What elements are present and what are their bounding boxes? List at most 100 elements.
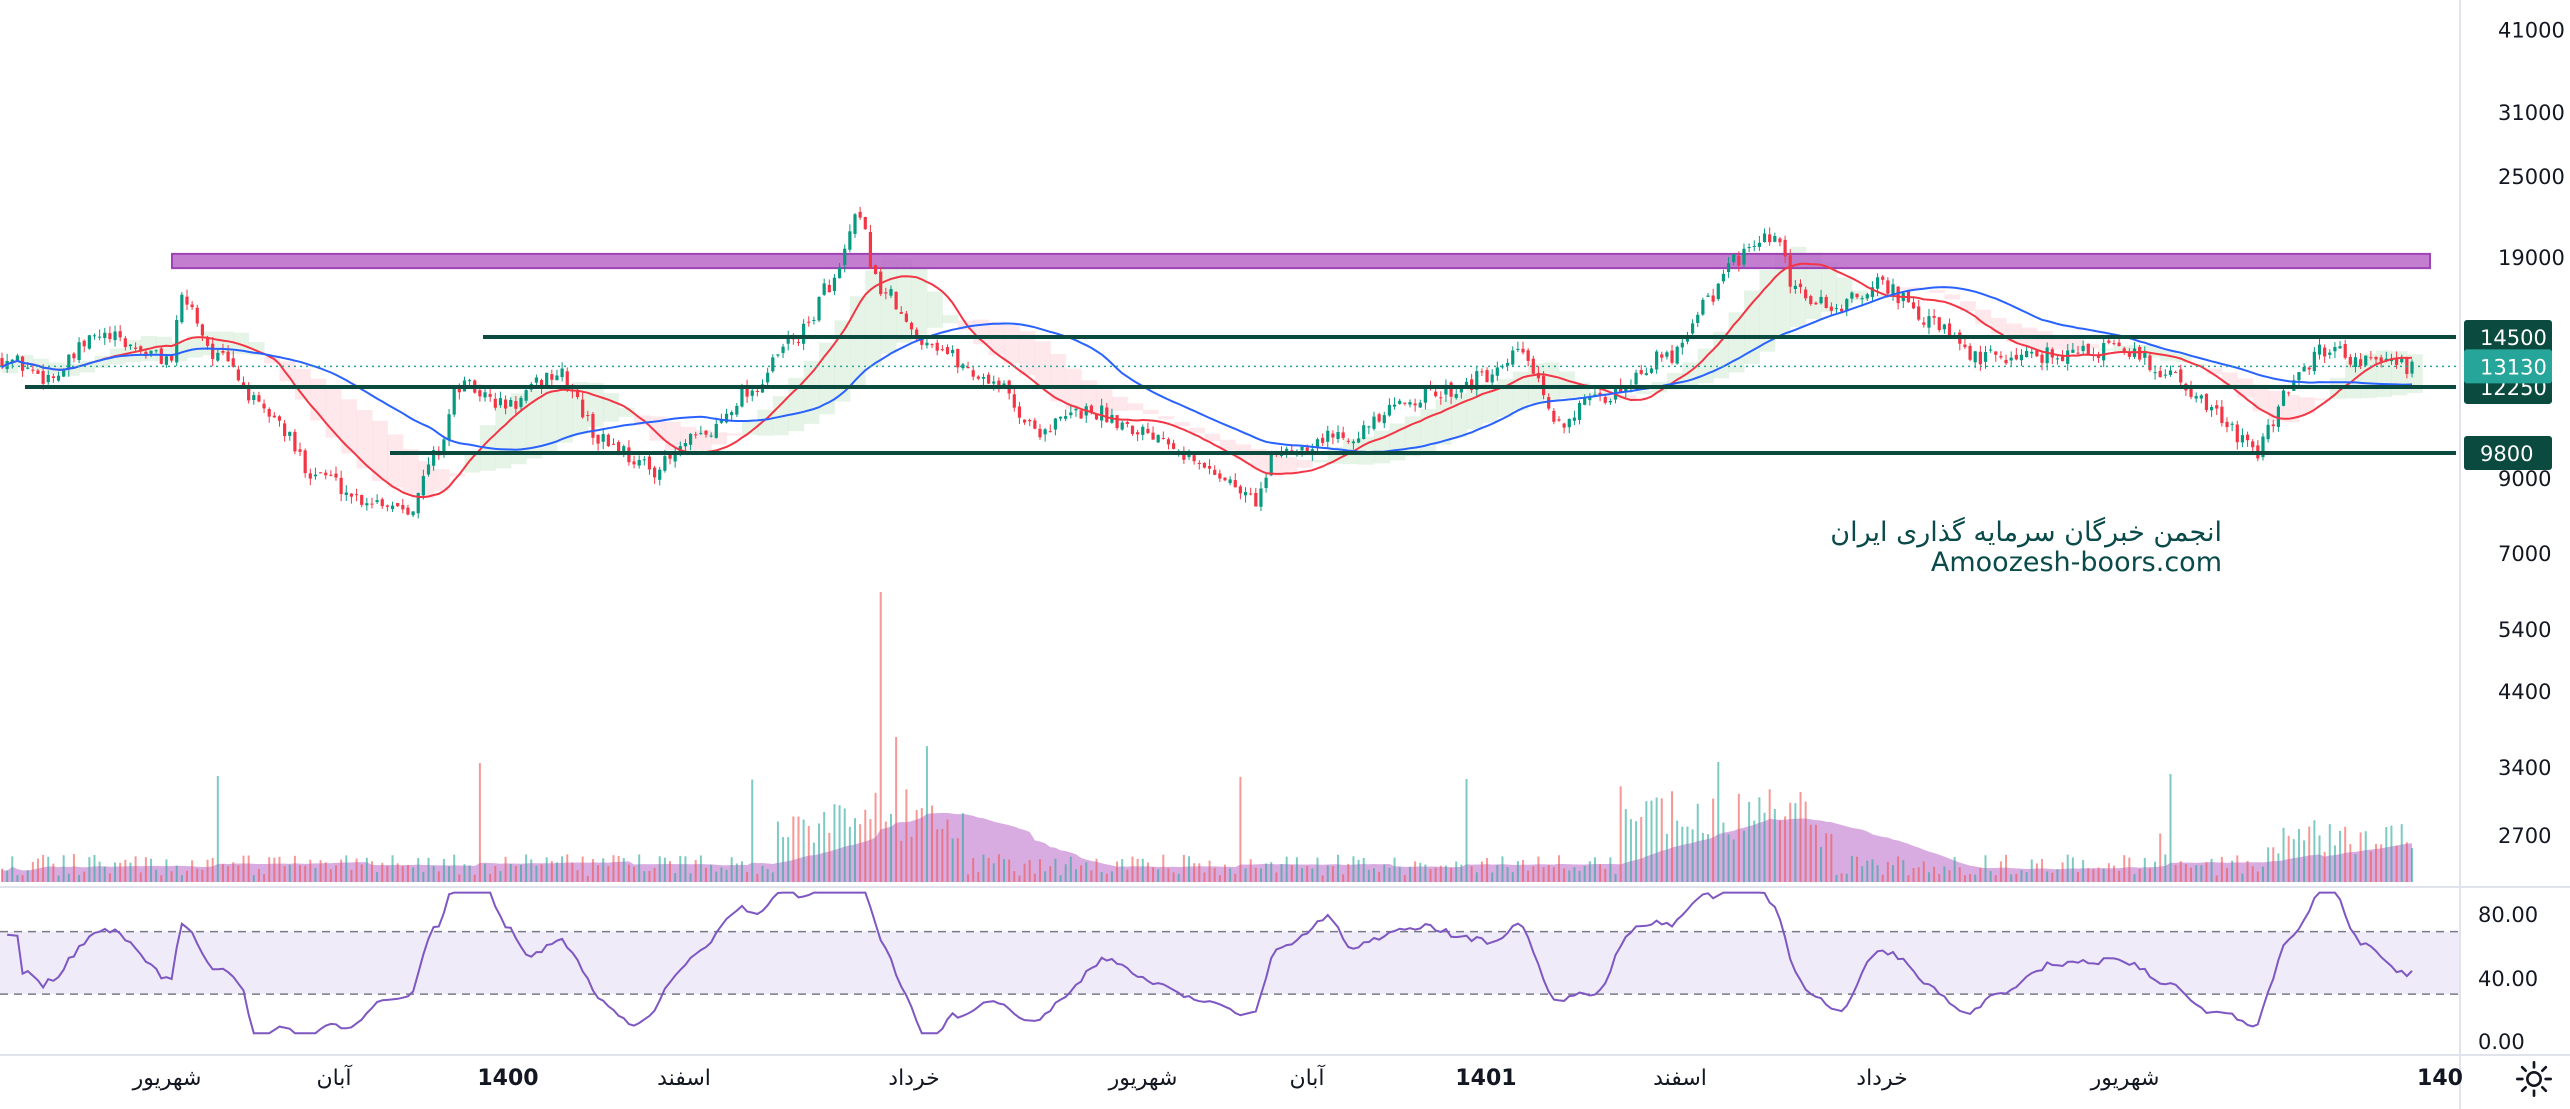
volume-bar — [88, 857, 91, 882]
candle — [827, 279, 831, 293]
candle — [87, 335, 91, 350]
volume-bar — [21, 875, 24, 882]
cloud-segment — [726, 433, 743, 436]
candle — [683, 439, 688, 452]
ma-line-fast — [1, 262, 2413, 499]
cloud-segment — [325, 389, 342, 438]
volume-bar — [2349, 844, 2352, 882]
volume-bar — [1768, 789, 1771, 882]
candle — [1074, 408, 1078, 417]
price-tick-label: 4400 — [2498, 680, 2551, 704]
time-tick-label: شهریور — [2090, 1066, 2160, 1091]
volume-bar — [2030, 859, 2033, 882]
candle — [2153, 366, 2157, 380]
candle — [1233, 473, 1237, 488]
candle — [1721, 269, 1726, 284]
volume-bar — [1223, 864, 1226, 882]
candle — [1511, 346, 1515, 367]
volume-bar — [1357, 859, 1360, 882]
candle — [601, 428, 605, 450]
volume-histogram — [1, 592, 2413, 882]
candle — [1896, 286, 1900, 310]
cloud-segment — [387, 434, 404, 488]
volume-bar — [2220, 856, 2223, 882]
candle — [1017, 401, 1022, 425]
volume-bar — [1249, 859, 1252, 882]
volume-bar — [406, 865, 409, 882]
volume-bar — [386, 865, 389, 882]
cloud-segment — [926, 291, 943, 328]
candle — [2019, 349, 2024, 366]
volume-bar — [2025, 872, 2028, 882]
volume-bar — [776, 821, 779, 882]
volume-bar — [740, 861, 743, 882]
volume-bar — [201, 869, 204, 882]
cloud-segment — [741, 421, 758, 435]
volume-bar — [1624, 809, 1627, 882]
candle — [1901, 291, 1905, 309]
candle — [1495, 361, 1499, 381]
volume-bar — [26, 870, 29, 882]
volume-bar — [1871, 859, 1874, 882]
volume-bar — [1388, 867, 1391, 882]
volume-bar — [1568, 870, 1571, 882]
cloud-segment — [2083, 344, 2100, 349]
volume-bar — [1732, 839, 1735, 882]
volume-bar — [550, 861, 553, 882]
volume-bar — [437, 871, 440, 882]
volume-bar — [324, 862, 327, 882]
candle — [1762, 228, 1767, 243]
volume-bar — [478, 763, 481, 882]
candle — [1223, 477, 1227, 482]
volume-bar — [1794, 803, 1797, 882]
cloud-segment — [1990, 318, 2007, 334]
time-tick-label: 1401 — [1455, 1066, 1516, 1091]
cloud-segment — [449, 473, 465, 477]
volume-bar — [627, 864, 630, 882]
gear-icon[interactable] — [2514, 1059, 2554, 1099]
volume-bar — [293, 855, 296, 882]
volume-bar — [1110, 871, 1113, 882]
volume-bar — [1506, 867, 1509, 882]
candle — [2199, 394, 2203, 404]
candle — [1238, 484, 1243, 500]
volume-bar — [1583, 865, 1586, 882]
volume-bar — [370, 861, 373, 882]
volume-bar — [442, 858, 445, 882]
cloud-segment — [464, 450, 481, 473]
volume-bar — [314, 867, 317, 882]
candle — [421, 469, 425, 500]
candle — [2359, 353, 2363, 370]
candle — [1891, 278, 1895, 301]
volume-bar — [756, 873, 759, 882]
candle — [653, 465, 657, 484]
volume-bar — [309, 859, 312, 882]
volume-bar — [1337, 854, 1340, 882]
candle — [1922, 317, 1926, 328]
candle — [2353, 352, 2358, 373]
candle — [1470, 373, 1474, 393]
candle — [2235, 420, 2239, 450]
time-tick-label: اسفند — [1653, 1066, 1707, 1091]
volume-bar — [2390, 825, 2393, 882]
volume-bar — [2241, 873, 2244, 882]
candle — [1690, 319, 1695, 337]
candle — [1228, 476, 1232, 486]
volume-bar — [211, 857, 214, 882]
volume-bar — [1927, 872, 1930, 882]
candle — [1819, 289, 1823, 305]
volume-bar — [1049, 866, 1052, 882]
volume-bar — [283, 866, 286, 882]
candle — [694, 431, 698, 439]
volume-bar — [288, 864, 291, 882]
volume-bar — [2005, 854, 2008, 882]
volume-bar — [617, 855, 620, 882]
candle — [1696, 311, 1700, 327]
cloud-segment — [402, 449, 419, 495]
candle — [180, 292, 184, 324]
volume-bar — [1938, 873, 1941, 882]
time-tick-label: شهریور — [1108, 1066, 1178, 1091]
cloud-segment — [1312, 459, 1329, 463]
cloud-segment — [341, 399, 358, 454]
volume-bar — [782, 837, 785, 882]
